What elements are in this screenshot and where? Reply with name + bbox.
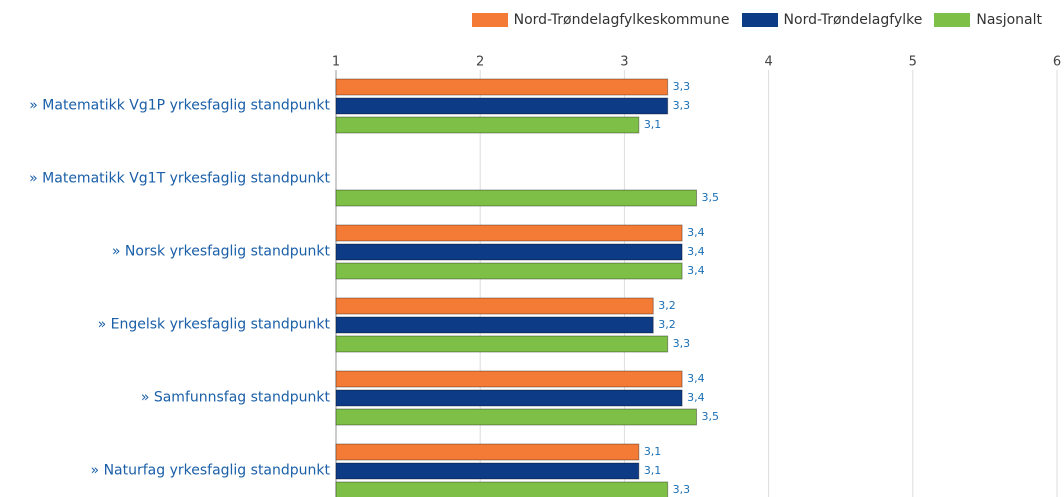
- legend-label: Nasjonalt: [976, 12, 1042, 28]
- value-label: 3,4: [687, 264, 705, 277]
- legend-item: Nord-Trøndelagfylke: [741, 12, 923, 28]
- bar: [335, 262, 683, 280]
- value-label: 3,1: [644, 464, 662, 477]
- value-label: 3,3: [673, 483, 691, 496]
- bar: [335, 189, 697, 207]
- bar: [335, 316, 654, 334]
- bar: [335, 224, 683, 242]
- x-tick-label: 1: [332, 55, 340, 70]
- bar: [335, 481, 669, 497]
- value-label: 3,3: [673, 99, 691, 112]
- x-tick-label: 2: [476, 55, 484, 70]
- bar: [335, 116, 640, 134]
- value-label: 3,1: [644, 118, 662, 131]
- value-label: 3,4: [687, 372, 705, 385]
- value-label: 3,5: [702, 410, 720, 423]
- legend-label: Nord-Trøndelagfylke: [783, 12, 923, 28]
- value-label: 3,5: [702, 191, 720, 204]
- bar: [335, 389, 683, 407]
- legend-label: Nord-Trøndelagfylkeskommune: [513, 12, 730, 28]
- category-link[interactable]: » Matematikk Vg1P yrkesfaglig standpunkt: [29, 97, 330, 114]
- x-tick-label: 5: [909, 55, 917, 70]
- legend-item: Nasjonalt: [934, 12, 1042, 28]
- value-label: 3,2: [658, 299, 676, 312]
- legend-swatch: [741, 13, 778, 27]
- bar: [335, 408, 697, 426]
- x-tick-label: 6: [1053, 55, 1061, 70]
- bar: [335, 443, 640, 461]
- legend: Nord-Trøndelagfylkeskommune Nord-Trøndela…: [460, 12, 1042, 28]
- value-label: 3,4: [687, 391, 705, 404]
- x-tick-label: 4: [764, 55, 772, 70]
- legend-swatch: [471, 13, 508, 27]
- bar: [335, 297, 654, 315]
- value-label: 3,3: [673, 80, 691, 93]
- bar: [335, 370, 683, 388]
- bar: [335, 462, 640, 480]
- legend-item: Nord-Trøndelagfylkeskommune: [471, 12, 730, 28]
- category-link[interactable]: » Samfunnsfag standpunkt: [140, 389, 330, 406]
- value-label: 3,4: [687, 245, 705, 258]
- bar: [335, 335, 669, 353]
- bar: [335, 97, 669, 115]
- bar: [335, 243, 683, 261]
- value-label: 3,1: [644, 445, 662, 458]
- legend-swatch: [934, 13, 971, 27]
- category-link[interactable]: » Naturfag yrkesfaglig standpunkt: [90, 462, 330, 479]
- x-tick-label: 3: [620, 55, 628, 70]
- value-label: 3,3: [673, 337, 691, 350]
- value-label: 3,2: [658, 318, 676, 331]
- category-link[interactable]: » Norsk yrkesfaglig standpunkt: [111, 243, 330, 260]
- category-link[interactable]: » Engelsk yrkesfaglig standpunkt: [97, 316, 330, 333]
- category-link[interactable]: » Matematikk Vg1T yrkesfaglig standpunkt: [29, 170, 330, 187]
- bar: [335, 78, 669, 96]
- value-label: 3,4: [687, 226, 705, 239]
